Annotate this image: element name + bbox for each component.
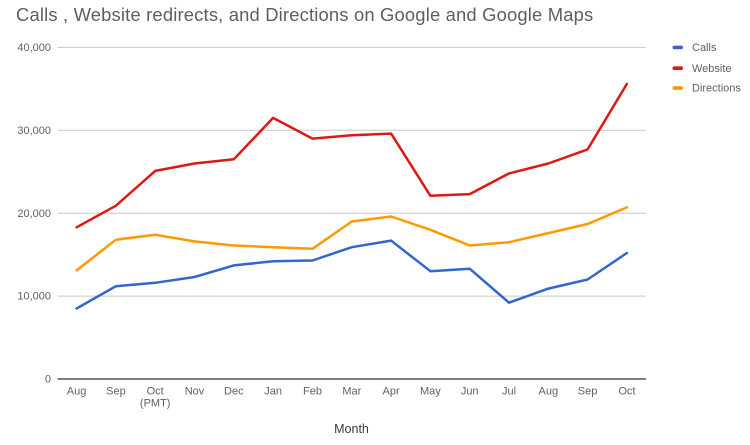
svg-text:Nov: Nov	[185, 386, 205, 398]
svg-text:Jun: Jun	[461, 386, 479, 398]
svg-text:40,000: 40,000	[17, 42, 51, 54]
svg-text:Jul: Jul	[502, 386, 516, 398]
svg-text:Sep: Sep	[106, 386, 126, 398]
svg-text:(PMT): (PMT)	[140, 398, 171, 410]
svg-text:Aug: Aug	[67, 386, 87, 398]
svg-text:Calls: Calls	[692, 42, 717, 54]
svg-text:Directions: Directions	[692, 83, 741, 95]
svg-text:Month: Month	[334, 422, 369, 436]
svg-text:0: 0	[45, 374, 51, 386]
svg-text:30,000: 30,000	[17, 125, 51, 137]
svg-text:Sep: Sep	[578, 386, 598, 398]
svg-text:10,000: 10,000	[17, 291, 51, 303]
svg-text:Oct: Oct	[618, 386, 635, 398]
svg-text:Dec: Dec	[224, 386, 244, 398]
svg-text:Website: Website	[692, 63, 732, 75]
svg-text:Feb: Feb	[303, 386, 322, 398]
svg-text:Mar: Mar	[342, 386, 361, 398]
svg-text:Apr: Apr	[383, 386, 400, 398]
svg-text:May: May	[420, 386, 441, 398]
svg-text:Calls , Website redirects, and: Calls , Website redirects, and Direction…	[16, 4, 593, 25]
svg-text:Oct: Oct	[147, 386, 164, 398]
svg-text:Jan: Jan	[264, 386, 282, 398]
svg-text:Aug: Aug	[539, 386, 559, 398]
svg-text:20,000: 20,000	[17, 208, 51, 220]
